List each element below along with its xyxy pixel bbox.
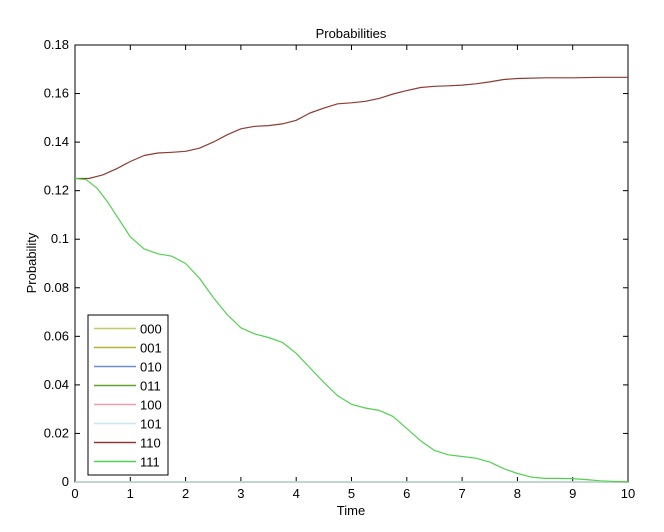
x-tick-label: 1 [127,486,134,501]
x-tick-label: 8 [514,486,521,501]
x-tick-label: 5 [348,486,355,501]
legend-label-010: 010 [140,360,162,375]
legend-label-011: 011 [140,379,161,394]
legend-box [87,314,169,476]
y-axis-label: Probability [24,232,39,293]
series-lines [74,76,629,483]
x-tick-label: 6 [403,486,410,501]
legend-label-000: 000 [140,322,162,337]
series-line-110 [75,76,628,180]
y-tick-label: 0.12 [44,183,69,198]
legend-label-101: 101 [140,417,162,432]
x-tick-label: 9 [569,486,576,501]
y-tick-label: 0.18 [44,37,69,52]
y-tick-label: 0.06 [44,328,69,343]
x-axis-label: Time [337,503,365,518]
legend-label-100: 100 [140,398,162,413]
y-tick-label: 0 [62,474,69,489]
legend-label-110: 110 [140,436,161,451]
y-tick-label: 0.14 [44,134,69,149]
legend-label-001: 001 [140,341,162,356]
x-tick-label: 0 [71,486,78,501]
legend-label-111: 111 [140,455,160,470]
x-tick-label: 7 [458,486,465,501]
chart-title: Probabilities [316,26,387,41]
x-tick-label: 2 [182,486,189,501]
y-tick-label: 0.1 [51,231,69,246]
x-tick-label: 4 [293,486,300,501]
x-tick-label: 3 [237,486,244,501]
x-tick-label: 10 [621,486,635,501]
y-tick-label: 0.16 [44,86,69,101]
y-tick-label: 0.08 [44,280,69,295]
series-line-111 [74,177,629,483]
axis-ticks: 0 1 2 3 4 5 6 7 8 9 1000.020.040.060.080.10.120.14… [44,37,636,501]
y-tick-label: 0.04 [44,377,69,392]
y-tick-label: 0.02 [44,425,69,440]
legend: 000 001 010 011 100 101 110 111 [87,314,169,476]
